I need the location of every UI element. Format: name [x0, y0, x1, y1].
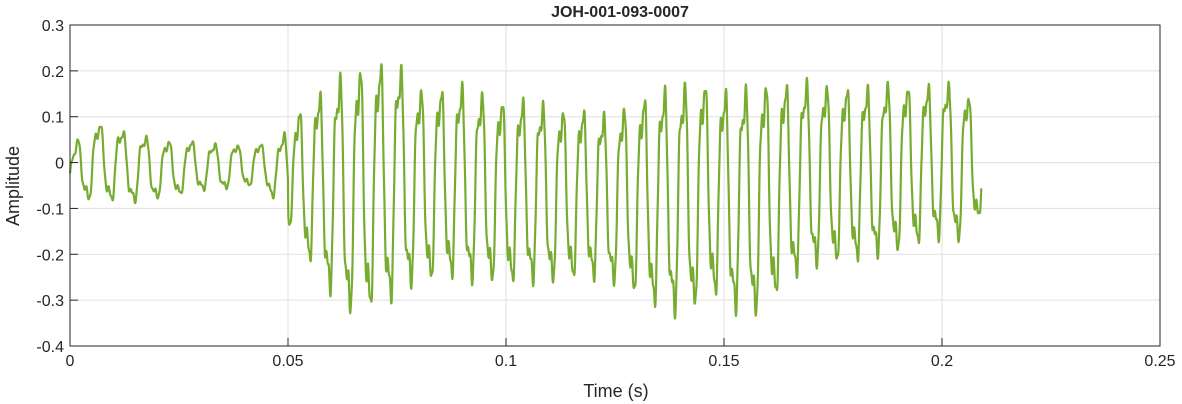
y-tick-label: -0.2: [36, 247, 64, 264]
y-tick-label: 0.2: [42, 64, 64, 81]
y-axis-label: Amplitude: [3, 146, 23, 226]
series-group: [68, 63, 983, 320]
x-tick-label: 0: [66, 353, 75, 370]
y-tick-label: 0: [55, 156, 64, 173]
x-tick-label: 0.1: [495, 353, 517, 370]
x-tick-label: 0.2: [931, 353, 953, 370]
y-tick-label: -0.3: [36, 293, 64, 310]
waveform-line: [68, 63, 983, 320]
chart-title: JOH-001-093-0007: [551, 4, 689, 21]
x-axis-ticks: 0 0.05 0.1 0.15 0.2 0.25: [66, 338, 1176, 370]
y-tick-label: 0.3: [42, 18, 64, 35]
x-tick-label: 0.15: [708, 353, 739, 370]
x-axis-label: Time (s): [583, 381, 648, 401]
x-tick-label: 0.05: [272, 353, 303, 370]
plot-area: [70, 25, 1160, 346]
y-axis-ticks: -0.4 -0.3 -0.2 -0.1 0 0.1 0.2 0.3: [36, 18, 78, 356]
axes-box: [69, 24, 1161, 347]
y-tick-label: -0.1: [36, 201, 64, 218]
y-tick-label: 0.1: [42, 110, 64, 127]
y-tick-label: -0.4: [36, 339, 64, 356]
x-tick-label: 0.25: [1144, 353, 1175, 370]
